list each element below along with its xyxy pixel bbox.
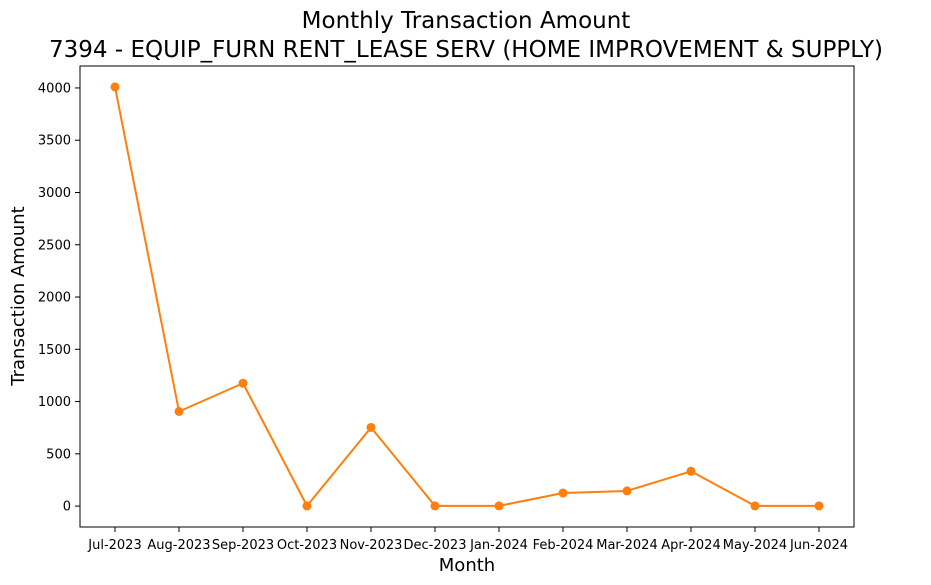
x-tick-label: Apr-2024: [661, 538, 720, 553]
y-tick-label: 2000: [38, 291, 71, 306]
y-axis-label: Transaction Amount: [8, 206, 29, 386]
y-tick-label: 2500: [38, 238, 71, 253]
y-axis-ticks: 0 500 1000 1500 2000 2500 3000 3500 4000: [38, 81, 80, 515]
chart-subtitle: 7394 - EQUIP_FURN RENT_LEASE SERV (HOME …: [49, 37, 883, 63]
y-tick-label: 0: [63, 500, 71, 515]
y-tick-label: 3000: [38, 186, 71, 201]
data-point: [814, 501, 824, 511]
x-tick-label: Mar-2024: [596, 538, 657, 553]
x-tick-label: Dec-2023: [404, 538, 467, 553]
data-point: [366, 422, 376, 432]
x-tick-label: Sep-2023: [212, 538, 274, 553]
y-tick-label: 3500: [38, 134, 71, 149]
data-point: [430, 501, 440, 511]
plot-area-frame: [79, 65, 855, 528]
y-tick-label: 500: [46, 447, 71, 462]
data-point: [302, 501, 312, 511]
x-tick-label: Jul-2023: [87, 538, 141, 553]
y-tick-label: 1500: [38, 343, 71, 358]
chart-title: Monthly Transaction Amount: [302, 8, 631, 34]
x-tick-label: May-2024: [723, 538, 787, 553]
data-point: [174, 406, 184, 416]
data-point: [494, 501, 504, 511]
x-tick-label: Oct-2023: [277, 538, 337, 553]
x-tick-label: Jan-2024: [469, 538, 528, 553]
data-point: [238, 378, 248, 388]
x-axis-label: Month: [439, 555, 495, 576]
data-point: [750, 501, 760, 511]
data-point: [686, 466, 696, 476]
series-group: [110, 82, 824, 511]
x-tick-label: Jun-2024: [789, 538, 848, 553]
y-tick-label: 1000: [38, 395, 71, 410]
data-point: [110, 82, 120, 92]
x-tick-label: Nov-2023: [340, 538, 403, 553]
data-point: [622, 486, 632, 496]
series-line: [114, 86, 819, 507]
x-tick-label: Aug-2023: [147, 538, 210, 553]
data-point: [558, 488, 568, 498]
x-axis-ticks: Jul-2023 Aug-2023 Sep-2023 Oct-2023 Nov-2023…: [87, 527, 848, 553]
y-tick-label: 4000: [38, 81, 71, 96]
x-tick-label: Feb-2024: [533, 538, 594, 553]
